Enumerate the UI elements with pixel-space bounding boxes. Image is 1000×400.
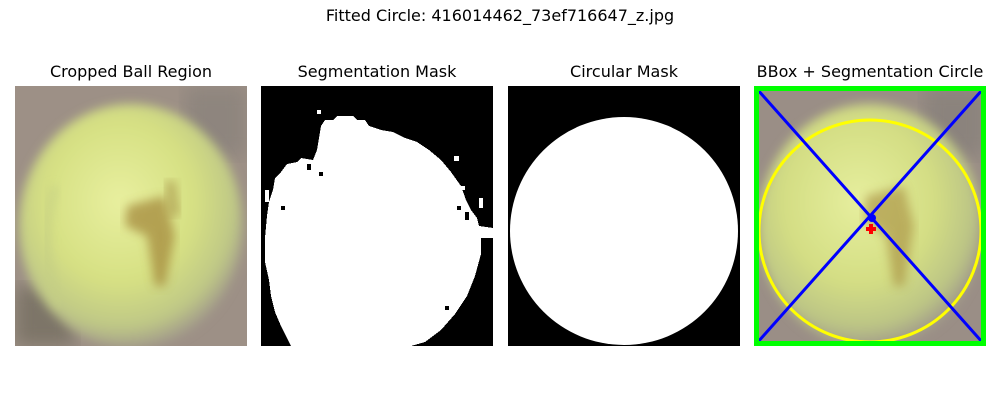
figure-title: Fitted Circle: 416014462_73ef716647_z.jp… — [325, 6, 675, 25]
panel-title-bbox: BBox + Segmentation Circle — [756, 62, 984, 81]
segmentation-mask-svg — [261, 86, 493, 346]
circular-mask-svg — [508, 86, 740, 346]
panel-title-cropped: Cropped Ball Region — [49, 62, 213, 81]
segmentation-mask-image — [261, 86, 493, 346]
panel-title-circular: Circular Mask — [570, 62, 678, 81]
circle-center-marker — [866, 224, 876, 234]
ball-marking — [125, 196, 175, 286]
panel-title-segmentation: Segmentation Mask — [297, 62, 457, 81]
cropped-ball-image — [15, 86, 247, 346]
bbox-center-point — [868, 214, 876, 222]
cropped-ball-svg — [15, 86, 247, 346]
circular-mask-image — [508, 86, 740, 346]
bbox-overlay-image — [754, 86, 986, 346]
circular-mask-disk — [510, 117, 738, 345]
bbox-overlay-svg — [754, 86, 986, 346]
bounding-box — [754, 86, 986, 346]
